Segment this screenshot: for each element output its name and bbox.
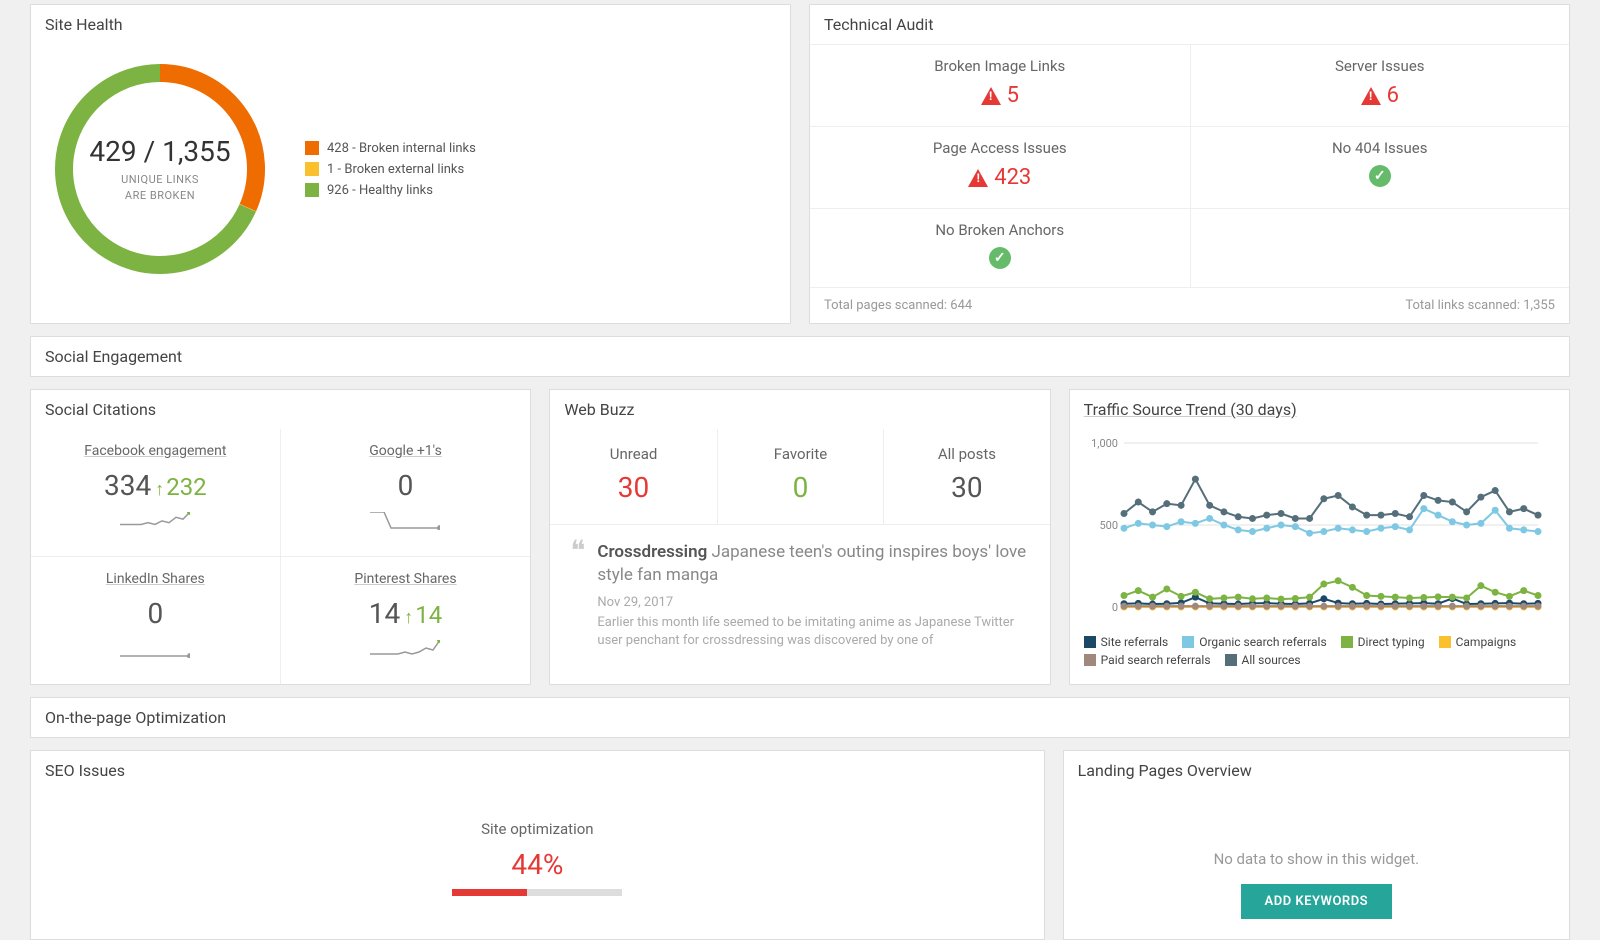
check-icon: [1369, 165, 1391, 187]
buzz-tab[interactable]: All posts30: [883, 429, 1049, 525]
citation-cell[interactable]: Pinterest Shares 1414: [281, 556, 531, 684]
landing-pages-card: Landing Pages Overview No data to show i…: [1063, 750, 1570, 940]
legend-item: 1 - Broken external links: [305, 162, 476, 177]
seo-issues-card: SEO Issues Site optimization 44%: [30, 750, 1045, 940]
warning-icon: [981, 87, 1001, 105]
audit-cell[interactable]: Server Issues6: [1190, 44, 1570, 126]
traffic-legend-item[interactable]: All sources: [1225, 653, 1301, 667]
legend-item: 926 - Healthy links: [305, 183, 476, 198]
sparkline: [370, 640, 440, 658]
optimization-header: On-the-page Optimization: [30, 697, 1570, 738]
traffic-title: Traffic Source Trend (30 days): [1070, 390, 1569, 429]
svg-text:1,000: 1,000: [1091, 437, 1118, 450]
svg-text:0: 0: [1111, 601, 1117, 614]
seo-opt-label: Site optimization: [51, 820, 1024, 838]
links-scanned: Total links scanned: 1,355: [1405, 298, 1555, 313]
audit-cell[interactable]: No Broken Anchors: [810, 208, 1190, 287]
social-citations-card: Social Citations Facebook engagement 334…: [30, 389, 531, 685]
svg-text:500: 500: [1099, 519, 1118, 532]
buzz-headline[interactable]: Crossdressing Japanese teen's outing ins…: [597, 541, 1029, 587]
traffic-legend-item[interactable]: Campaigns: [1439, 635, 1517, 649]
seo-issues-title: SEO Issues: [31, 751, 1044, 790]
traffic-chart: 0 500 1,000: [1084, 435, 1544, 625]
traffic-legend-item[interactable]: Site referrals: [1084, 635, 1169, 649]
site-health-donut: 429 / 1,355 UNIQUE LINKSARE BROKEN: [45, 54, 275, 284]
donut-ratio: 429 / 1,355: [89, 135, 230, 168]
buzz-date: Nov 29, 2017: [597, 595, 1029, 610]
technical-audit-card: Technical Audit Broken Image Links5Serve…: [809, 4, 1570, 324]
add-keywords-button[interactable]: ADD KEYWORDS: [1241, 884, 1393, 919]
buzz-tab[interactable]: Favorite0: [717, 429, 883, 525]
traffic-legend: Site referrals Organic search referrals Di…: [1084, 635, 1555, 667]
social-engagement-header: Social Engagement: [30, 336, 1570, 377]
traffic-card: Traffic Source Trend (30 days) 0 500 1,000…: [1069, 389, 1570, 685]
site-health-card: Site Health 429 / 1,355 UNIQUE LINKSARE …: [30, 4, 791, 324]
audit-cell[interactable]: [1190, 208, 1570, 287]
legend-item: 428 - Broken internal links: [305, 141, 476, 156]
buzz-tab[interactable]: Unread30: [550, 429, 716, 525]
site-health-legend: 428 - Broken internal links 1 - Broken ex…: [305, 135, 476, 204]
check-icon: [989, 247, 1011, 269]
sparkline: [370, 512, 440, 530]
web-buzz-title: Web Buzz: [550, 390, 1049, 429]
citation-cell[interactable]: Facebook engagement 334232: [31, 429, 281, 556]
citation-cell[interactable]: LinkedIn Shares 0: [31, 556, 281, 684]
web-buzz-card: Web Buzz Unread30Favorite0All posts30 ❝ …: [549, 389, 1050, 685]
seo-progress-bar: [452, 889, 622, 896]
audit-cell[interactable]: No 404 Issues: [1190, 126, 1570, 208]
sparkline: [120, 640, 190, 658]
site-health-title: Site Health: [31, 5, 790, 44]
sparkline: [120, 512, 190, 530]
traffic-legend-item[interactable]: Paid search referrals: [1084, 653, 1211, 667]
citation-cell[interactable]: Google +1's 0: [281, 429, 531, 556]
buzz-excerpt: Earlier this month life seemed to be imi…: [597, 614, 1029, 650]
traffic-legend-item[interactable]: Direct typing: [1341, 635, 1425, 649]
audit-cell[interactable]: Broken Image Links5: [810, 44, 1190, 126]
pages-scanned: Total pages scanned: 644: [824, 298, 972, 313]
warning-icon: [1361, 87, 1381, 105]
warning-icon: [968, 169, 988, 187]
traffic-legend-item[interactable]: Organic search referrals: [1182, 635, 1326, 649]
landing-pages-title: Landing Pages Overview: [1064, 751, 1569, 790]
technical-audit-title: Technical Audit: [810, 5, 1569, 44]
social-citations-title: Social Citations: [31, 390, 530, 429]
seo-opt-percent: 44%: [51, 848, 1024, 881]
audit-cell[interactable]: Page Access Issues423: [810, 126, 1190, 208]
landing-empty-text: No data to show in this widget.: [1084, 850, 1549, 868]
quote-icon: ❝: [570, 541, 585, 650]
